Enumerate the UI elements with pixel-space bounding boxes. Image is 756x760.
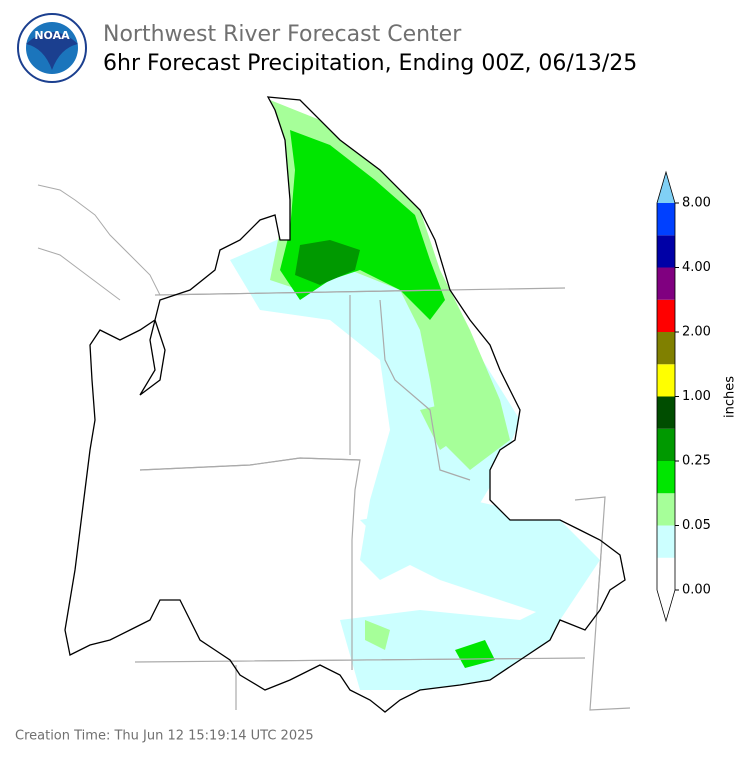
colorbar-bin xyxy=(657,332,675,365)
colorbar-bin xyxy=(657,396,675,429)
subtitle: 6hr Forecast Precipitation, Ending 00Z, … xyxy=(103,51,637,76)
colorbar-over xyxy=(657,172,675,203)
coastline xyxy=(37,184,161,301)
basin-outline xyxy=(64,96,626,713)
colorbar-bin xyxy=(657,299,675,332)
colorbar-bin xyxy=(657,493,675,526)
colorbar-tick-label: 0.05 xyxy=(682,518,711,533)
logo-text: NOAA xyxy=(34,29,70,42)
creation-time: Creation Time: Thu Jun 12 15:19:14 UTC 2… xyxy=(15,729,314,744)
colorbar-bin xyxy=(657,267,675,300)
colorbar-bin xyxy=(657,557,675,590)
colorbar-tick-label: 0.25 xyxy=(682,454,711,469)
colorbar-bin xyxy=(657,203,675,236)
title: Northwest River Forecast Center xyxy=(103,22,462,47)
colorbar-under xyxy=(657,590,675,621)
colorbar: 0.00 0.05 0.25 1.00 2.00 4.00 8.00 xyxy=(656,170,711,623)
colorbar-bin xyxy=(657,235,675,268)
colorbar-tick-label: 8.00 xyxy=(682,196,711,211)
colorbar-bin xyxy=(657,428,675,461)
colorbar-tick-label: 4.00 xyxy=(682,260,711,275)
noaa-logo: NOAA xyxy=(17,13,87,83)
colorbar-tick-label: 1.00 xyxy=(682,389,711,404)
colorbar-tick-label: 0.00 xyxy=(682,583,711,598)
colorbar-bin xyxy=(657,364,675,397)
colorbar-bin xyxy=(657,525,675,558)
colorbar-bin xyxy=(657,461,675,494)
colorbar-label: inches xyxy=(723,376,738,418)
colorbar-tick-label: 2.00 xyxy=(682,325,711,340)
state-borders-outside xyxy=(134,287,631,711)
